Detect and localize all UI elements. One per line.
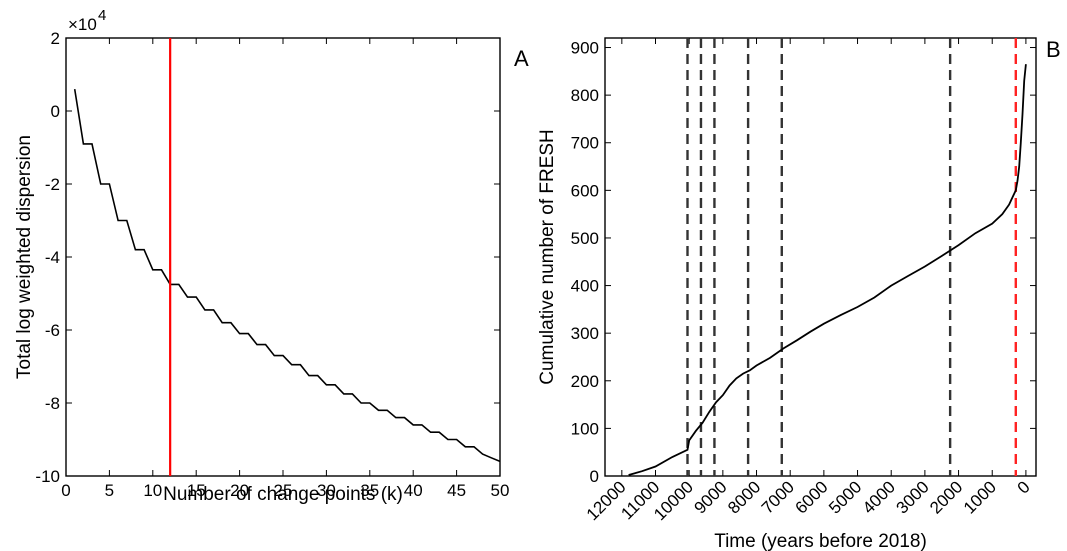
- plot-frame: [604, 37, 1037, 477]
- x-tick-label: 3000: [893, 477, 933, 517]
- panel-b-label: B: [1046, 37, 1061, 62]
- y-tick-label: 600: [571, 181, 599, 200]
- x-tick-label: 0: [1014, 477, 1034, 497]
- y-tick-label: 100: [571, 419, 599, 438]
- x-axis-label: Number of change points (k): [163, 484, 403, 505]
- y-multiplier-exponent: 4: [98, 7, 106, 24]
- x-tick-label: 10: [143, 481, 162, 500]
- x-tick-label: 8000: [724, 477, 764, 517]
- x-tick-label: 9000: [690, 477, 730, 517]
- x-tick-label: 4000: [859, 477, 899, 517]
- x-tick-label: 50: [491, 481, 510, 500]
- y-tick-label: 200: [571, 372, 599, 391]
- y-tick-label: 300: [571, 324, 599, 343]
- cumulative-line: [628, 64, 1027, 476]
- y-tick-label: 700: [571, 134, 599, 153]
- x-tick-label: 30: [317, 481, 336, 500]
- y-tick-label: -10: [35, 467, 60, 486]
- y-tick-label: 500: [571, 229, 599, 248]
- x-tick-label: 10000: [650, 477, 697, 524]
- panel-a-label: A: [514, 46, 529, 71]
- x-tick-label: 20: [230, 481, 249, 500]
- x-tick-label: 35: [360, 481, 379, 500]
- y-tick-label: 900: [571, 39, 599, 58]
- plot-frame: [65, 37, 501, 477]
- x-tick-label: 5: [105, 481, 114, 500]
- x-tick-label: 2000: [926, 477, 966, 517]
- y-tick-label: -2: [45, 175, 60, 194]
- y-tick-label: 0: [590, 467, 599, 486]
- y-multiplier-label: ×10: [68, 15, 97, 34]
- y-tick-label: -6: [45, 321, 60, 340]
- y-tick-label: 2: [51, 29, 60, 48]
- x-tick-label: 1000: [960, 477, 1000, 517]
- x-tick-label: 15: [187, 481, 206, 500]
- x-tick-label: 6000: [792, 477, 832, 517]
- y-axis-label: Cumulative number of FRESH: [537, 129, 558, 385]
- y-tick-label: -4: [45, 248, 60, 267]
- x-tick-label: 45: [447, 481, 466, 500]
- dispersion-line: [73, 88, 501, 463]
- y-tick-label: -8: [45, 394, 60, 413]
- panel-a: 0 5 10 15 20 25 30 35 40 45 50 -10 -8 -6 -4 -2 0 2 ×10 4 Num…: [14, 7, 509, 505]
- x-tick-label: 40: [404, 481, 423, 500]
- y-tick-label: 400: [571, 277, 599, 296]
- x-tick-label: 25: [274, 481, 293, 500]
- y-tick-label: 800: [571, 86, 599, 105]
- y-tick-label: 0: [51, 102, 60, 121]
- y-axis-label: Total log weighted dispersion: [14, 135, 35, 379]
- x-tick-label: 0: [61, 481, 70, 500]
- x-tick-label: 5000: [825, 477, 865, 517]
- x-axis-label: Time (years before 2018): [714, 531, 927, 551]
- x-tick-label: 7000: [758, 477, 798, 517]
- panel-b: 1200011000100009000800070006000500040003…: [537, 37, 1037, 551]
